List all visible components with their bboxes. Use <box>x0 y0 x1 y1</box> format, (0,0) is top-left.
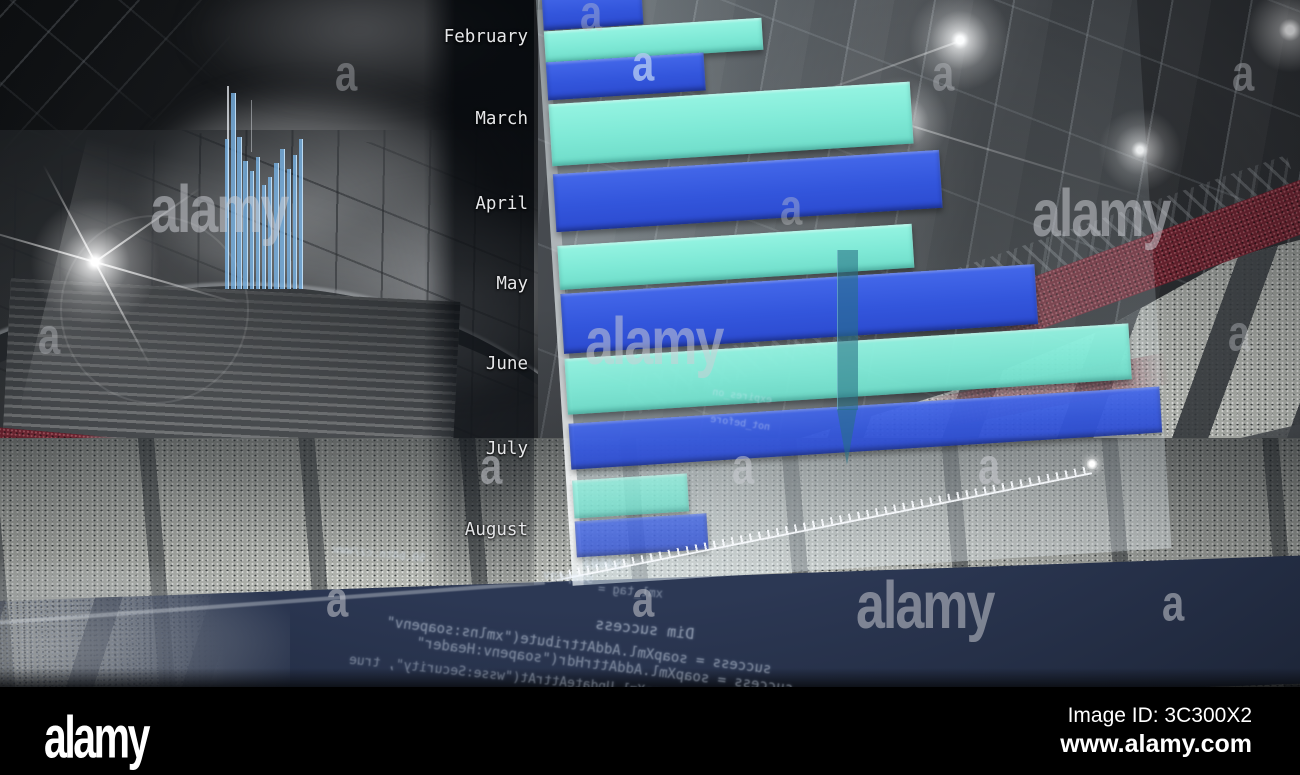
equalizer-bar <box>255 157 261 289</box>
month-label-dark-strip <box>424 0 534 585</box>
watermark-a: a <box>780 179 802 237</box>
watermark-a: a <box>1232 45 1254 103</box>
watermark-a: a <box>335 45 357 103</box>
month-label-may: May <box>496 274 528 294</box>
alamy-url-text: www.alamy.com <box>1060 730 1252 758</box>
watermark-a: a <box>480 438 502 496</box>
equalizer-bar <box>268 177 273 289</box>
watermark-alamy: alamy <box>856 568 995 644</box>
watermark-alamy: alamy <box>150 172 289 248</box>
alamy-logo: alamy <box>44 704 150 771</box>
month-label-june: June <box>485 354 528 374</box>
watermark-a: a <box>1162 575 1184 633</box>
roof-truss-lines <box>0 0 230 150</box>
watermark-a: a <box>326 571 348 629</box>
watermark-a: a <box>38 308 60 366</box>
equalizer-bar <box>249 171 254 289</box>
watermark-a: a <box>732 438 754 496</box>
alamy-footer-bar: alamy Image ID: 3C300X2 www.alamy.com <box>0 687 1300 775</box>
month-label-april: April <box>475 194 528 214</box>
watermark-alamy: alamy <box>1032 176 1171 252</box>
floodlight-glow <box>1095 105 1185 195</box>
equalizer-bar <box>280 149 285 289</box>
teal-pointer-strip <box>837 250 858 410</box>
equalizer-bar <box>298 139 304 289</box>
equalizer-bar <box>237 137 242 289</box>
month-label-february: February <box>443 27 528 47</box>
lens-flare-ring <box>60 215 249 404</box>
line-end-glow-dot <box>1086 458 1098 470</box>
watermark-a: a <box>580 0 602 43</box>
equalizer-bar <box>274 163 279 289</box>
image-id-text: Image ID: 3C300X2 <box>1067 704 1252 727</box>
code-text: 54603 <box>582 555 623 574</box>
teal-pointer-tip <box>837 409 857 465</box>
month-label-march: March <box>475 109 528 129</box>
watermark-alamy: alamy <box>585 304 724 380</box>
watermark-a: a <box>978 438 1000 496</box>
watermark-a: a <box>632 571 654 629</box>
equalizer-bar <box>225 139 230 289</box>
watermark-a: a <box>1228 305 1250 363</box>
thin-vertical-line <box>251 100 252 152</box>
equalizer-bar <box>286 169 291 289</box>
equalizer-bar <box>243 161 248 289</box>
equalizer-bar-chart <box>225 88 309 289</box>
month-label-august: August <box>464 520 528 540</box>
teal-bar <box>572 473 690 519</box>
equalizer-bar <box>292 155 298 289</box>
watermark-a: a <box>632 35 654 93</box>
month-label-july: July <box>485 439 528 459</box>
bottom-shadow <box>0 668 1300 690</box>
equalizer-bar <box>261 185 267 289</box>
equalizer-bar <box>231 93 236 289</box>
watermark-a: a <box>932 45 954 103</box>
